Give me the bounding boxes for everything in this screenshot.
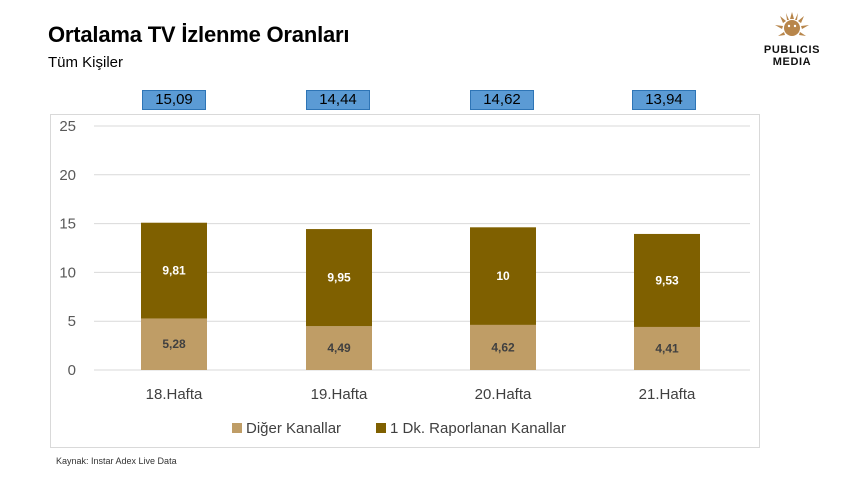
chart-subtitle: Tüm Kişiler [48,54,124,71]
bar-segment-1dk [470,227,536,325]
logo-text-line1: PUBLICIS [763,44,821,56]
y-tick-label: 10 [59,264,76,281]
logo-text-line2: MEDIA [772,56,812,68]
bar-segment-1dk [634,233,700,327]
chart-title: Ortalama TV İzlenme Oranları [48,22,350,47]
bar-segment-diger [306,326,372,370]
total-badge: 13,94 [632,90,696,110]
data-label: 4,62 [491,340,515,354]
bar-segment-1dk [306,229,372,327]
data-label: 9,81 [162,264,186,278]
data-label: 4,49 [327,341,351,355]
total-badge: 15,09 [142,90,206,110]
total-badge: 14,62 [470,90,534,110]
legend-item-diger-swatch [232,423,242,433]
chart-frame [50,114,760,448]
data-label: 4,41 [655,341,679,355]
legend-item-1dk-swatch [376,423,386,433]
y-tick-label: 15 [59,216,76,233]
y-tick-label: 20 [59,167,76,184]
data-label: 5,28 [162,337,186,351]
y-tick-label: 0 [68,362,76,379]
legend-item-diger-label: Diğer Kanallar [246,420,341,437]
legend-item-1dk-label: 1 Dk. Raporlanan Kanallar [390,420,566,437]
x-tick-label: 21.Hafta [639,386,696,403]
publicis-media-logo: PUBLICIS MEDIA [752,10,832,72]
bar-segment-diger [634,326,700,370]
data-label: 9,95 [327,271,351,285]
data-label: 10 [496,269,510,283]
bar-segment-diger [470,324,536,370]
lion-icon [775,12,809,36]
bar-segment-1dk [141,222,207,319]
x-tick-label: 19.Hafta [311,386,368,403]
source-note: Kaynak: Instar Adex Live Data [56,456,177,466]
x-tick-label: 20.Hafta [475,386,532,403]
x-tick-label: 18.Hafta [146,386,203,403]
total-badge: 14,44 [306,90,370,110]
bar-segment-diger [141,318,207,370]
y-tick-label: 25 [59,118,76,135]
data-label: 9,53 [655,273,679,287]
y-tick-label: 5 [68,313,76,330]
